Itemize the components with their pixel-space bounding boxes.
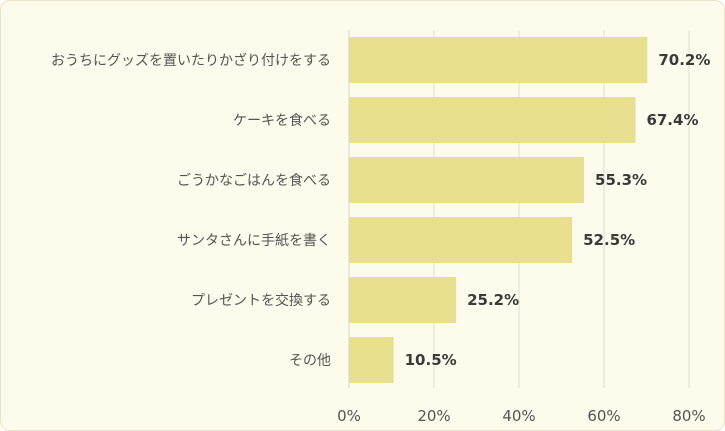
bar [349,37,648,83]
category-label: ごうかなごはんを食べる [177,172,331,189]
x-tick-label: 40% [502,407,535,425]
x-tick-label: 0% [337,407,361,425]
category-label: サンタさんに手紙を書く [177,233,331,249]
data-label: 67.4% [646,111,698,129]
x-tick-label: 20% [417,407,450,425]
bar [349,337,394,383]
data-label: 55.3% [595,171,647,189]
bar [349,277,457,323]
x-tick-label: 60% [587,407,620,425]
category-label: プレゼントを交換する [191,292,331,309]
data-label: 10.5% [405,351,457,369]
bar [349,97,636,143]
data-label: 52.5% [583,231,635,249]
category-label: おうちにグッズを置いたりかざり付けをする [51,52,331,69]
data-label: 70.2% [658,51,710,69]
category-label: ケーキを食べる [233,112,331,129]
bar [349,157,585,203]
category-label: その他 [289,353,331,369]
bar [349,217,573,263]
data-label: 25.2% [467,291,519,309]
x-tick-label: 80% [672,407,705,425]
